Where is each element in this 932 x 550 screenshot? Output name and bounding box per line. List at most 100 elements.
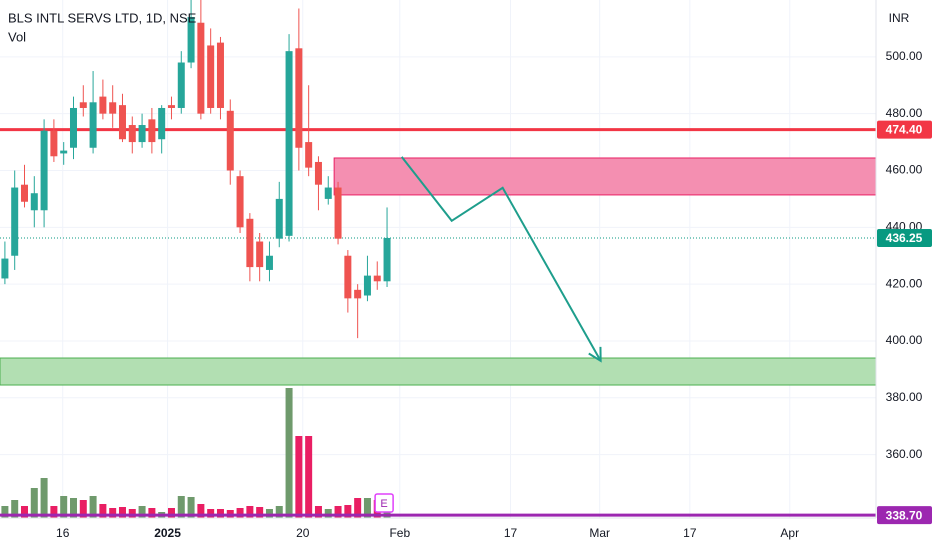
arrow-path [400, 156, 602, 362]
candle-body [99, 96, 107, 114]
volume-bar [275, 506, 283, 518]
candle-body [207, 45, 215, 108]
candle-body [167, 105, 175, 108]
volume-bar [334, 506, 342, 518]
volume-bar [40, 478, 48, 518]
volume-bar [177, 496, 185, 518]
x-tick-label: 20 [296, 526, 310, 540]
candle-body [344, 255, 352, 299]
zone [333, 157, 877, 196]
volume-bar [256, 507, 264, 518]
candle-body [275, 198, 283, 239]
volume-bar [197, 504, 205, 518]
axes: 500.00480.00460.00440.00420.00400.00380.… [56, 49, 932, 540]
y-tick-label: 500.00 [886, 49, 923, 63]
candle-body [236, 176, 244, 228]
y-tick-label: 460.00 [886, 163, 923, 177]
symbol-title: BLS INTL SERVS LTD, 1D, NSE [8, 10, 197, 25]
x-tick-label: 17 [683, 526, 697, 540]
candle-body [20, 184, 28, 202]
candle-body [79, 102, 87, 108]
x-tick-label: 2025 [154, 526, 181, 540]
x-tick-label: Apr [780, 526, 799, 540]
candle-body [69, 107, 77, 148]
candle-body [30, 193, 38, 211]
candle-body [216, 42, 224, 108]
zone [0, 357, 877, 386]
candle-body [118, 105, 126, 140]
volume-bar [354, 498, 362, 518]
candle-body [363, 275, 371, 296]
x-tick-label: 17 [504, 526, 518, 540]
candle-body [197, 22, 205, 114]
x-tick-label: 16 [56, 526, 70, 540]
volume-bar [118, 507, 126, 518]
currency: INR [889, 11, 910, 25]
candle-body [246, 218, 254, 268]
volume-bar [305, 436, 313, 518]
volume-bar [69, 498, 77, 518]
volume-bar [324, 509, 332, 518]
volume-bar [344, 505, 352, 518]
candle-body [89, 102, 97, 148]
volume-bar [265, 509, 273, 518]
candle-body [285, 51, 293, 236]
candle-body [373, 275, 381, 282]
volume-bar [50, 506, 58, 518]
volume-bar [167, 508, 175, 518]
earnings-label: E [380, 498, 387, 510]
candle-body [324, 187, 332, 199]
volume-bar [30, 488, 38, 518]
candle-body [354, 289, 362, 299]
candle-body [314, 161, 322, 185]
candle-body [11, 187, 19, 256]
volume-bar [207, 509, 215, 518]
candle-body [1, 258, 9, 279]
candle-body [109, 102, 117, 114]
grid [0, 0, 876, 518]
volume-bar [138, 506, 146, 518]
price-tag-label: 338.70 [886, 508, 923, 522]
candle-body [128, 125, 136, 143]
price-tag [877, 228, 932, 247]
volume-bar [99, 504, 107, 518]
candle-body [148, 119, 156, 143]
candle-body [383, 237, 391, 282]
volume-bar [285, 388, 293, 518]
volume-bar [295, 436, 303, 518]
y-tick-label: 480.00 [886, 106, 923, 120]
volume-bar [148, 508, 156, 518]
volume-bar [363, 498, 371, 518]
volume-bar [128, 509, 136, 518]
candle-body [334, 187, 342, 239]
price-tag [877, 506, 932, 525]
x-tick-label: Mar [589, 526, 610, 540]
volume-bar [216, 509, 224, 518]
candle-body [40, 130, 48, 211]
volume-bar [1, 506, 9, 518]
arrow-head [588, 346, 602, 363]
volume-bar [89, 496, 97, 518]
volume-bar [60, 496, 68, 518]
price-tag [877, 120, 932, 139]
y-tick-label: 400.00 [886, 333, 923, 347]
price-tag-label: 474.40 [886, 123, 923, 137]
candle-body [256, 241, 264, 268]
volume-bar [236, 508, 244, 518]
plot: E [0, 0, 877, 518]
candle-body [305, 142, 313, 168]
candle-body [265, 255, 273, 270]
volume-bar [314, 506, 322, 518]
price-tag-label: 436.25 [886, 231, 923, 245]
volume-bar [20, 506, 28, 518]
x-tick-label: Feb [389, 526, 410, 540]
candle-body [158, 107, 166, 140]
candle-body [60, 150, 68, 154]
candle-body [187, 17, 195, 63]
y-tick-label: 360.00 [886, 447, 923, 461]
y-tick-label: 420.00 [886, 276, 923, 290]
volume-bar [109, 508, 117, 518]
candle-body [50, 130, 58, 157]
candle-body [226, 110, 234, 171]
